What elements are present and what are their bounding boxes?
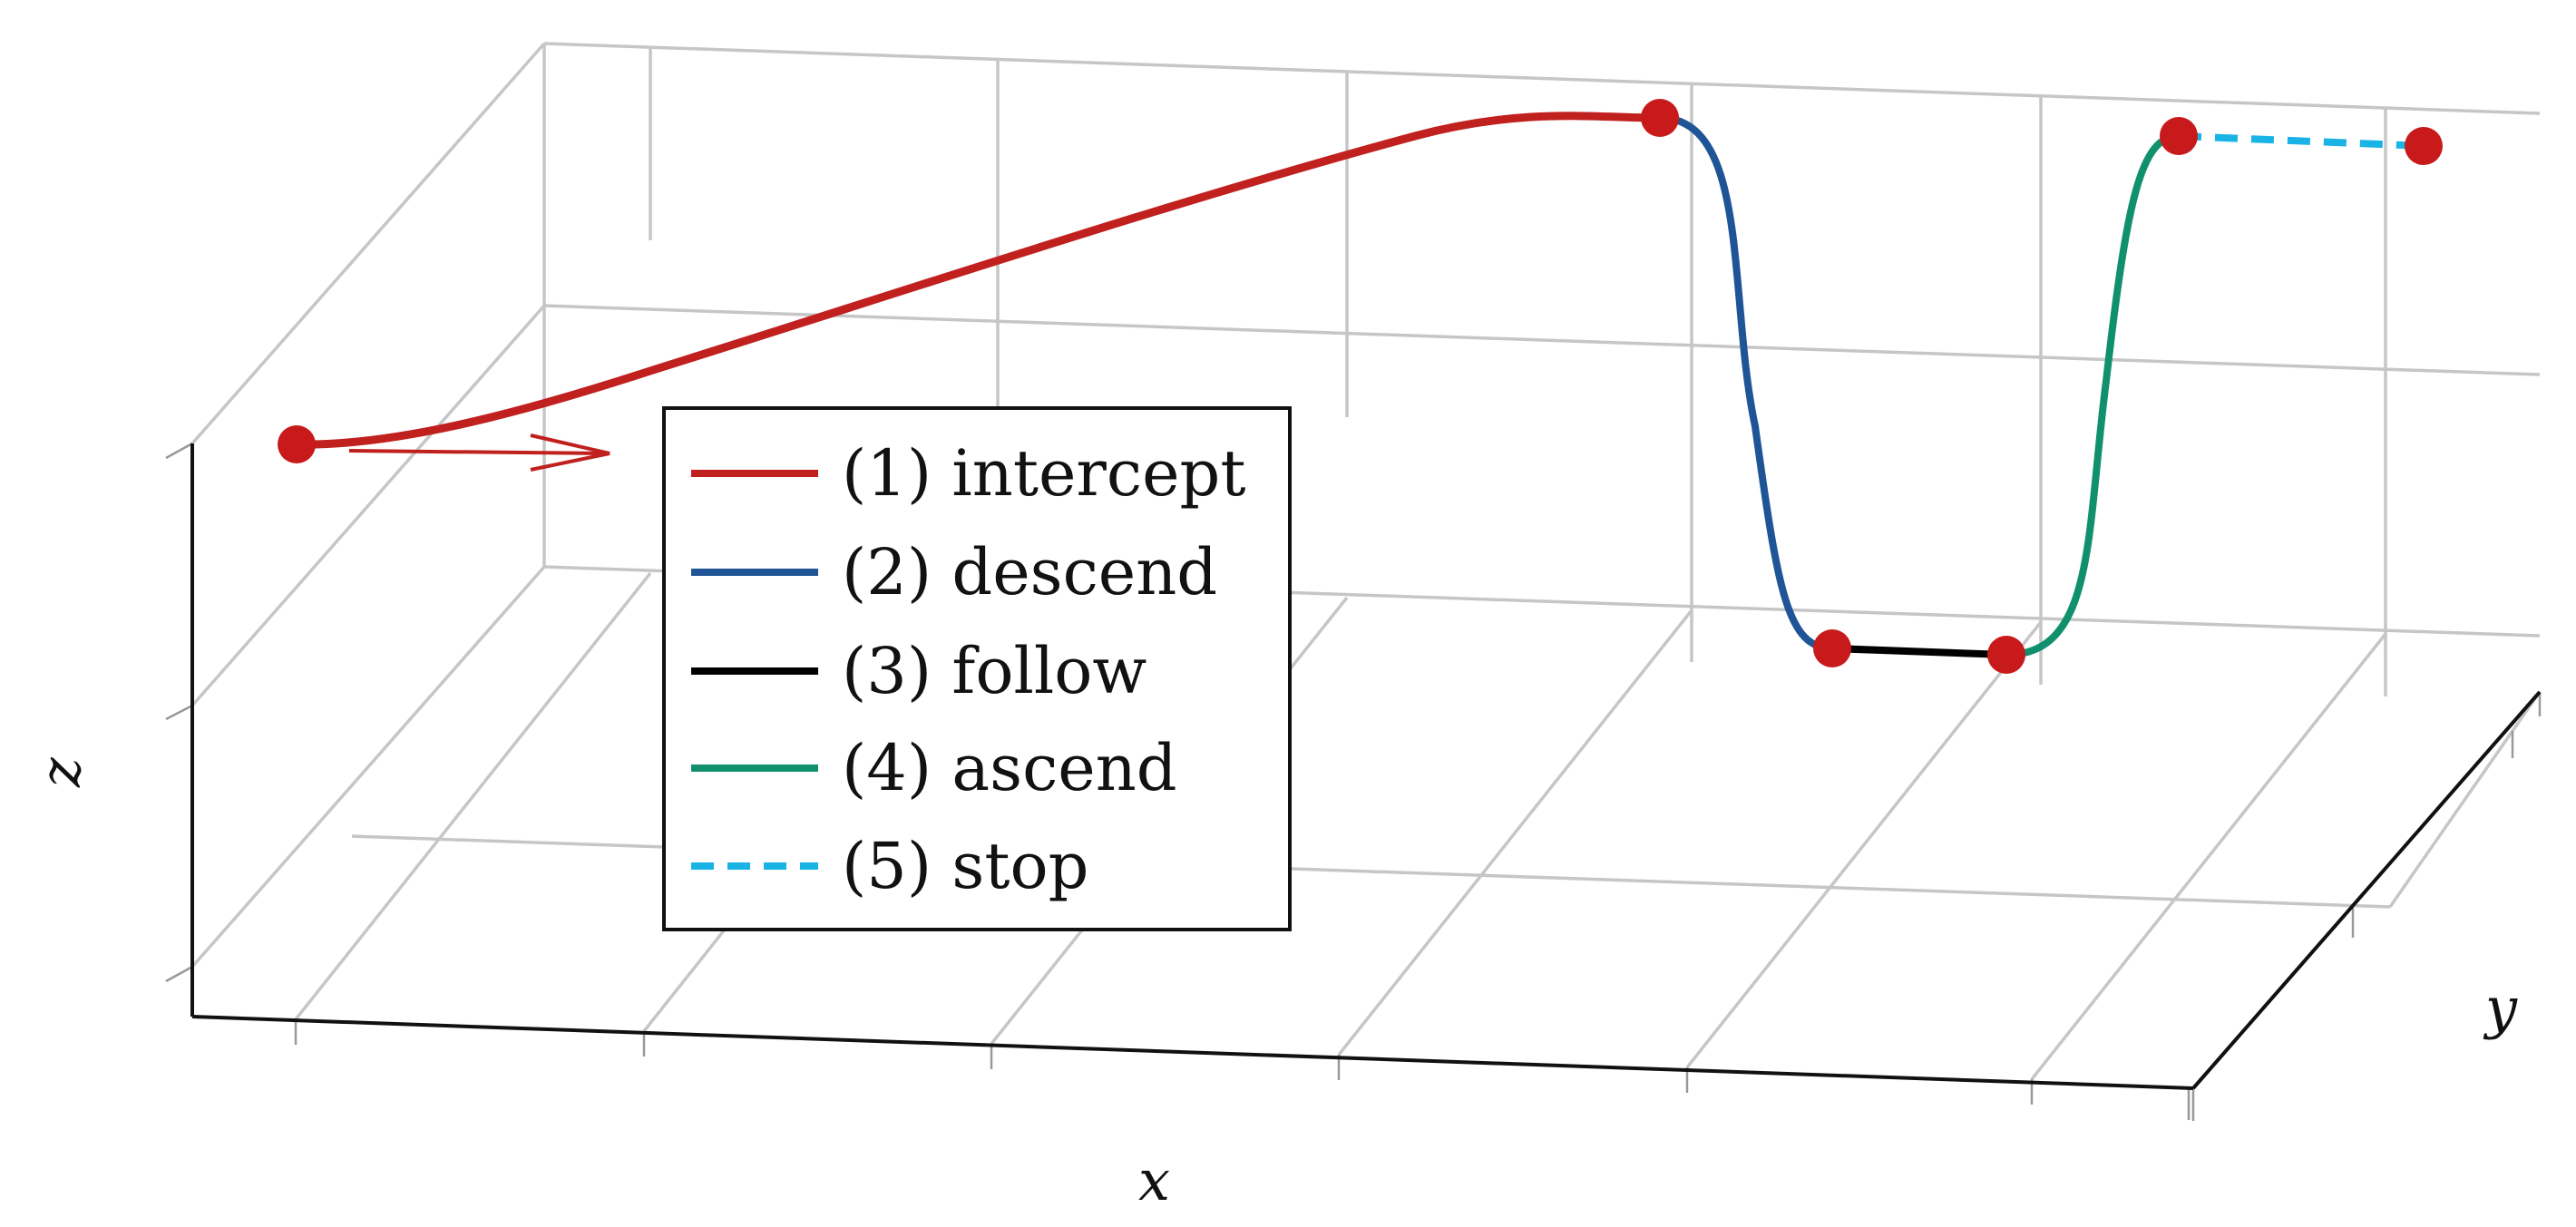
legend-label-stop: (5) stop [842,829,1088,903]
z-axis-label: z [27,757,93,788]
waypoint-marker [1987,636,2025,674]
segment-intercept [296,112,1661,449]
segment-stop [2178,132,2425,150]
direction-arrow-icon [348,433,610,472]
y-axis-label: y [2483,975,2518,1041]
waypoint-marker [278,425,316,463]
legend-label-ascend: (4) ascend [842,731,1177,805]
axes [190,443,2542,1090]
grid [190,42,2542,1081]
ticks [165,442,2542,1121]
legend: (1) intercept (2) descend (3) follow (4)… [662,406,1292,931]
legend-label-intercept: (1) intercept [842,436,1245,511]
waypoint-marker [2405,127,2443,165]
waypoints [278,99,2443,674]
waypoint-marker [2160,117,2198,155]
legend-label-follow: (3) follow [842,634,1147,708]
legend-label-descend: (2) descend [842,535,1217,609]
segment-follow [1831,645,2007,658]
waypoint-marker [1813,629,1851,667]
segment-descend [1659,114,1833,652]
x-axis-label: x [1138,1147,1170,1213]
waypoint-marker [1641,99,1679,137]
segment-ascend [2005,132,2180,658]
